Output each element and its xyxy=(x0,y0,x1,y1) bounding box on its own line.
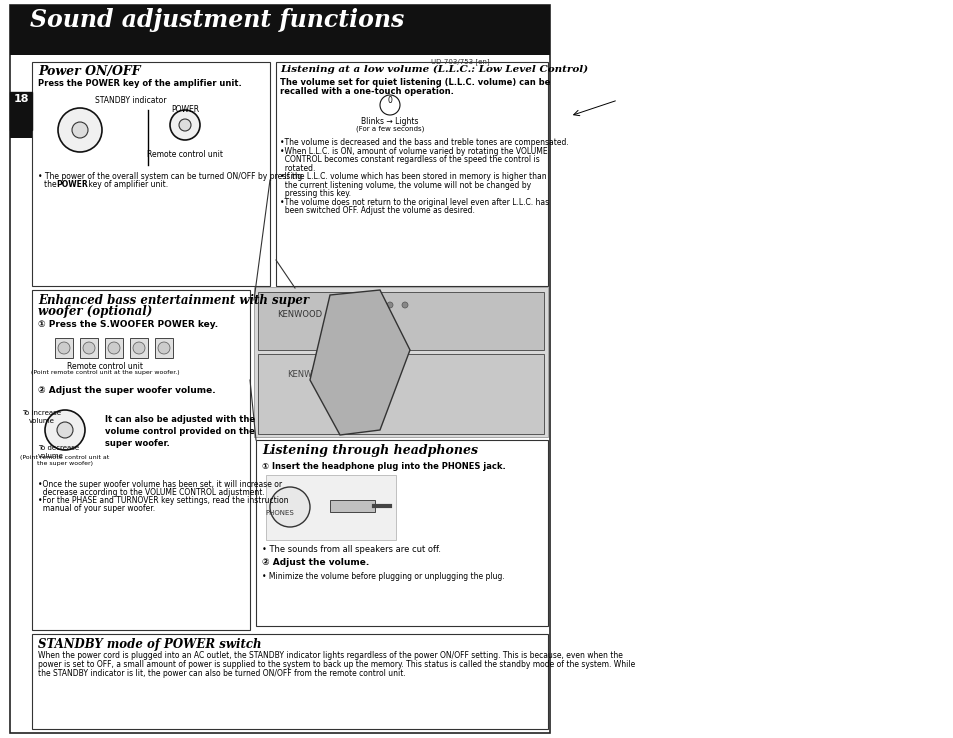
Text: the: the xyxy=(44,180,59,189)
FancyBboxPatch shape xyxy=(105,338,123,358)
FancyBboxPatch shape xyxy=(275,62,547,286)
Text: Blinks → Lights: Blinks → Lights xyxy=(361,117,418,126)
Text: Enhanced bass entertainment with super: Enhanced bass entertainment with super xyxy=(38,294,309,307)
Text: •For the PHASE and TURNOVER key settings, read the instruction: •For the PHASE and TURNOVER key settings… xyxy=(38,496,288,505)
Text: It can also be adjusted with the
volume control provided on the
super woofer.: It can also be adjusted with the volume … xyxy=(105,415,254,448)
Circle shape xyxy=(132,342,145,354)
FancyBboxPatch shape xyxy=(32,634,547,729)
Circle shape xyxy=(270,487,310,527)
Text: recalled with a one-touch operation.: recalled with a one-touch operation. xyxy=(280,87,454,96)
Text: (For a few seconds): (For a few seconds) xyxy=(355,125,424,131)
Text: 18: 18 xyxy=(13,94,29,104)
Text: woofer (optional): woofer (optional) xyxy=(38,305,152,318)
Text: Listening through headphones: Listening through headphones xyxy=(262,444,477,457)
Text: KENWOOD: KENWOOD xyxy=(287,370,333,379)
FancyBboxPatch shape xyxy=(330,500,375,512)
Text: Power ON/OFF: Power ON/OFF xyxy=(38,65,140,78)
Circle shape xyxy=(179,119,191,131)
FancyBboxPatch shape xyxy=(10,130,32,138)
Text: ② Adjust the super woofer volume.: ② Adjust the super woofer volume. xyxy=(38,386,215,395)
Circle shape xyxy=(387,302,393,308)
FancyBboxPatch shape xyxy=(10,92,32,130)
Text: (Point remote control unit at the super woofer.): (Point remote control unit at the super … xyxy=(30,370,179,375)
Text: Remote control unit: Remote control unit xyxy=(67,362,143,371)
Circle shape xyxy=(57,422,73,438)
FancyBboxPatch shape xyxy=(10,5,550,733)
Text: rotated.: rotated. xyxy=(280,164,315,173)
Circle shape xyxy=(45,410,85,450)
Text: manual of your super woofer.: manual of your super woofer. xyxy=(38,504,155,513)
Circle shape xyxy=(71,122,88,138)
FancyBboxPatch shape xyxy=(266,475,395,540)
Text: • The power of the overall system can be turned ON/OFF by pressing: • The power of the overall system can be… xyxy=(38,172,302,181)
Circle shape xyxy=(158,342,170,354)
Text: STANDBY mode of POWER switch: STANDBY mode of POWER switch xyxy=(38,638,261,651)
Text: Sound adjustment functions: Sound adjustment functions xyxy=(30,8,404,32)
Text: (Point remote control unit at
the super woofer): (Point remote control unit at the super … xyxy=(20,455,110,466)
Text: • Minimize the volume before plugging or unplugging the plug.: • Minimize the volume before plugging or… xyxy=(262,572,504,581)
Text: POWER: POWER xyxy=(56,180,88,189)
Text: pressing this key.: pressing this key. xyxy=(280,189,351,198)
Text: The volume set for quiet listening (L.L.C. volume) can be: The volume set for quiet listening (L.L.… xyxy=(280,78,550,87)
Circle shape xyxy=(379,95,399,115)
Text: ① Press the S.WOOFER POWER key.: ① Press the S.WOOFER POWER key. xyxy=(38,320,218,329)
Text: ② Adjust the volume.: ② Adjust the volume. xyxy=(262,558,369,567)
FancyBboxPatch shape xyxy=(257,292,543,350)
Circle shape xyxy=(170,110,200,140)
Text: decrease according to the VOLUME CONTROL adjustment.: decrease according to the VOLUME CONTROL… xyxy=(38,488,265,497)
Text: the STANDBY indicator is lit, the power can also be turned ON/OFF from the remot: the STANDBY indicator is lit, the power … xyxy=(38,669,405,678)
Text: 0: 0 xyxy=(387,96,392,105)
FancyBboxPatch shape xyxy=(32,62,270,286)
FancyBboxPatch shape xyxy=(80,338,98,358)
Text: Listening at a low volume (L.L.C.: Low Level Control): Listening at a low volume (L.L.C.: Low L… xyxy=(280,65,587,74)
Text: •When L.L.C. is ON, amount of volume varied by rotating the VOLUME: •When L.L.C. is ON, amount of volume var… xyxy=(280,147,547,156)
Circle shape xyxy=(372,302,377,308)
FancyBboxPatch shape xyxy=(32,290,250,630)
Text: •The volume is decreased and the bass and treble tones are compensated.: •The volume is decreased and the bass an… xyxy=(280,138,568,147)
Circle shape xyxy=(108,342,120,354)
Text: CONTROL becomes constant regardless of the speed the control is: CONTROL becomes constant regardless of t… xyxy=(280,155,539,164)
Text: PHONES: PHONES xyxy=(265,510,294,516)
Circle shape xyxy=(401,302,408,308)
Text: •If the L.L.C. volume which has been stored in memory is higher than: •If the L.L.C. volume which has been sto… xyxy=(280,172,546,181)
Text: the current listening volume, the volume will not be changed by: the current listening volume, the volume… xyxy=(280,181,531,190)
Text: To decrease
volume: To decrease volume xyxy=(38,445,79,458)
Text: •The volume does not return to the original level even after L.L.C. has: •The volume does not return to the origi… xyxy=(280,198,549,207)
Text: •Once the super woofer volume has been set, it will increase or: •Once the super woofer volume has been s… xyxy=(38,480,282,489)
Text: been switched OFF. Adjust the volume as desired.: been switched OFF. Adjust the volume as … xyxy=(280,206,475,215)
Text: Press the POWER key of the amplifier unit.: Press the POWER key of the amplifier uni… xyxy=(38,79,241,88)
Text: • The sounds from all speakers are cut off.: • The sounds from all speakers are cut o… xyxy=(262,545,440,554)
FancyBboxPatch shape xyxy=(257,354,543,434)
Text: UD-703/753 [en]: UD-703/753 [en] xyxy=(431,58,490,65)
Text: ① Insert the headphone plug into the PHONES jack.: ① Insert the headphone plug into the PHO… xyxy=(262,462,505,471)
Text: POWER: POWER xyxy=(171,105,199,114)
Circle shape xyxy=(356,302,363,308)
FancyBboxPatch shape xyxy=(253,287,547,437)
Polygon shape xyxy=(310,290,410,435)
FancyBboxPatch shape xyxy=(10,5,550,55)
Text: key of amplifier unit.: key of amplifier unit. xyxy=(86,180,168,189)
Text: To increase
volume: To increase volume xyxy=(23,410,61,424)
Text: When the power cord is plugged into an AC outlet, the STANDBY indicator lights r: When the power cord is plugged into an A… xyxy=(38,651,622,660)
Circle shape xyxy=(58,342,70,354)
Circle shape xyxy=(83,342,95,354)
Text: Remote control unit: Remote control unit xyxy=(147,150,223,159)
Text: power is set to OFF, a small amount of power is supplied to the system to back u: power is set to OFF, a small amount of p… xyxy=(38,660,635,669)
Circle shape xyxy=(58,108,102,152)
FancyBboxPatch shape xyxy=(255,440,547,626)
Text: KENWOOD: KENWOOD xyxy=(277,310,322,319)
Text: STANDBY indicator: STANDBY indicator xyxy=(95,96,167,105)
FancyBboxPatch shape xyxy=(154,338,172,358)
FancyBboxPatch shape xyxy=(130,338,148,358)
FancyBboxPatch shape xyxy=(55,338,73,358)
